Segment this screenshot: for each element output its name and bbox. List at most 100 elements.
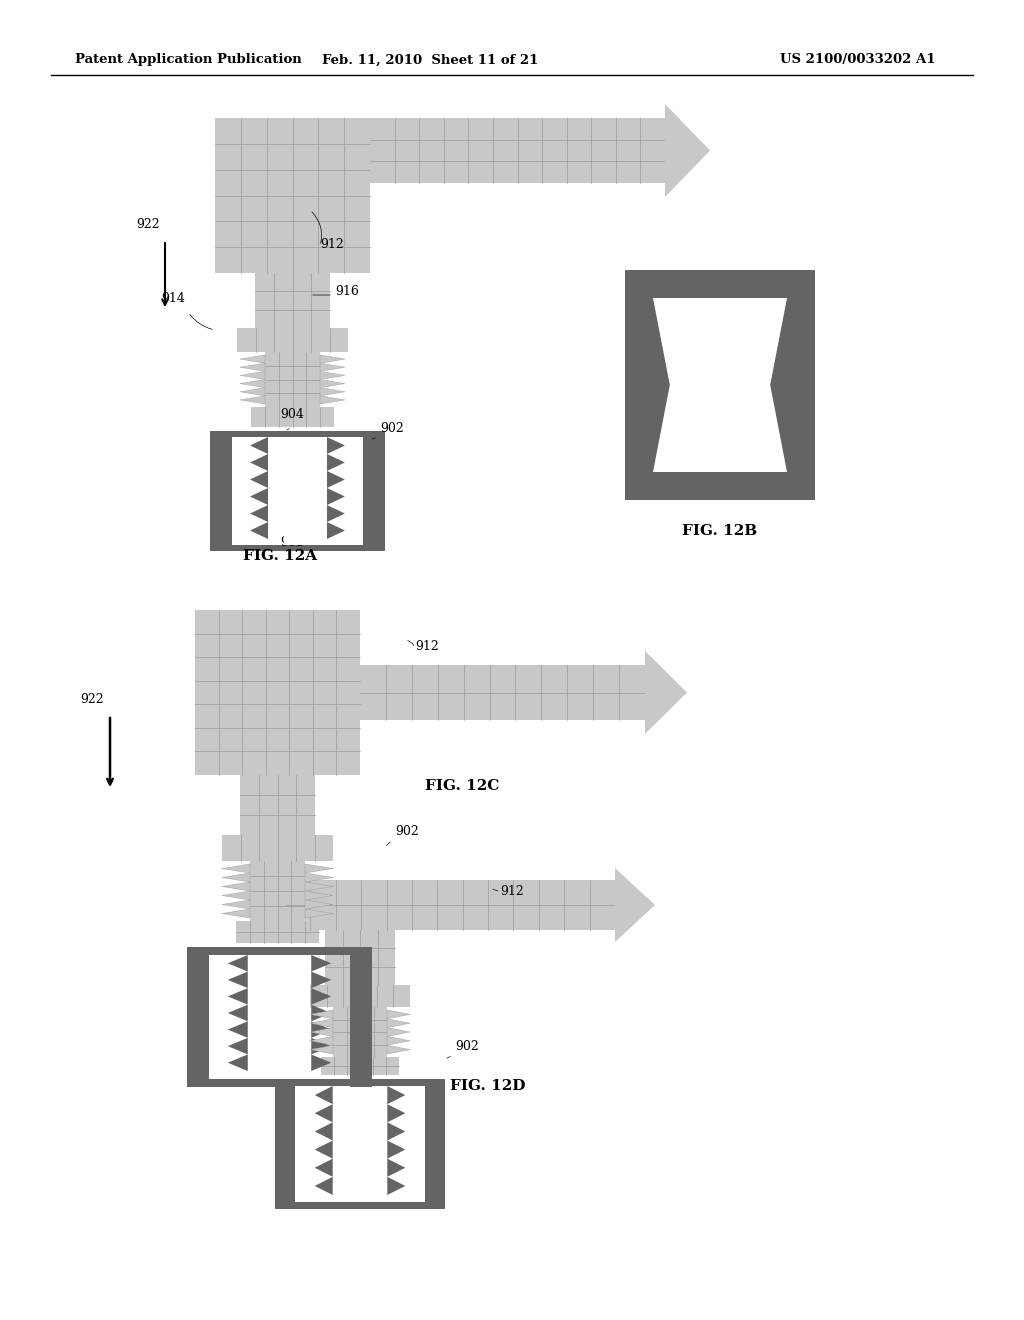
Text: 906: 906 — [280, 536, 304, 549]
Text: 902: 902 — [395, 825, 419, 838]
Bar — [275, 1078, 445, 1086]
Bar — [237, 327, 348, 352]
Polygon shape — [327, 506, 345, 521]
Text: 922: 922 — [136, 218, 160, 231]
Bar — [346, 1185, 374, 1203]
Polygon shape — [240, 388, 265, 396]
Polygon shape — [387, 1019, 410, 1027]
Polygon shape — [310, 1027, 333, 1036]
Polygon shape — [311, 1038, 331, 1055]
Polygon shape — [314, 1104, 333, 1122]
Polygon shape — [310, 1010, 333, 1019]
Bar — [321, 1057, 399, 1074]
Polygon shape — [319, 388, 345, 396]
Polygon shape — [240, 396, 265, 404]
Bar — [360, 665, 645, 719]
Polygon shape — [305, 891, 333, 900]
Text: FIG. 12B: FIG. 12B — [682, 524, 758, 539]
Polygon shape — [319, 396, 345, 404]
Polygon shape — [250, 471, 268, 488]
Bar — [295, 1086, 425, 1203]
Bar — [310, 985, 410, 1007]
Polygon shape — [311, 972, 331, 989]
Polygon shape — [310, 1036, 333, 1045]
Polygon shape — [240, 380, 265, 388]
Bar — [187, 946, 372, 1086]
Text: 902: 902 — [380, 422, 403, 436]
Polygon shape — [222, 882, 250, 891]
Polygon shape — [227, 989, 248, 1005]
Text: FIG. 12C: FIG. 12C — [425, 779, 500, 793]
Bar — [209, 954, 350, 1078]
Text: 904: 904 — [280, 408, 304, 421]
Polygon shape — [222, 909, 250, 917]
Polygon shape — [327, 488, 345, 506]
Polygon shape — [327, 437, 345, 454]
Bar — [240, 775, 315, 836]
Polygon shape — [305, 909, 333, 917]
Bar — [350, 946, 372, 1086]
Text: 912: 912 — [319, 238, 344, 251]
Bar — [265, 352, 319, 407]
Polygon shape — [222, 891, 250, 900]
Bar — [255, 273, 330, 327]
Polygon shape — [387, 1177, 406, 1195]
Bar — [275, 1078, 445, 1209]
Bar — [284, 529, 311, 545]
Polygon shape — [311, 954, 331, 972]
Bar — [370, 117, 665, 183]
Polygon shape — [319, 371, 345, 380]
Polygon shape — [227, 1005, 248, 1022]
Polygon shape — [240, 355, 265, 363]
Polygon shape — [305, 882, 333, 891]
Text: 912: 912 — [500, 884, 523, 898]
Text: 902: 902 — [455, 1040, 479, 1053]
Polygon shape — [314, 1159, 333, 1177]
Bar — [285, 880, 615, 931]
Bar — [210, 432, 232, 550]
Bar — [362, 432, 385, 550]
Polygon shape — [653, 385, 787, 473]
Polygon shape — [227, 1055, 248, 1071]
Polygon shape — [665, 104, 710, 197]
Polygon shape — [387, 1086, 406, 1104]
Polygon shape — [314, 1140, 333, 1159]
Polygon shape — [240, 363, 265, 371]
Polygon shape — [387, 1045, 410, 1053]
Polygon shape — [240, 371, 265, 380]
Polygon shape — [311, 989, 331, 1005]
Bar — [187, 946, 209, 1086]
Polygon shape — [319, 380, 345, 388]
Bar — [425, 1078, 445, 1209]
Polygon shape — [227, 1022, 248, 1038]
Polygon shape — [222, 865, 250, 873]
Polygon shape — [327, 471, 345, 488]
Polygon shape — [387, 1159, 406, 1177]
Polygon shape — [327, 521, 345, 539]
Polygon shape — [314, 1177, 333, 1195]
Bar — [215, 117, 370, 273]
Bar — [210, 432, 385, 550]
Polygon shape — [227, 972, 248, 989]
Bar — [263, 1061, 296, 1078]
Polygon shape — [227, 1038, 248, 1055]
Polygon shape — [227, 954, 248, 972]
Bar — [210, 432, 385, 437]
Polygon shape — [311, 1005, 331, 1022]
Polygon shape — [305, 873, 333, 882]
Text: 922: 922 — [80, 693, 103, 706]
Polygon shape — [327, 454, 345, 471]
Polygon shape — [250, 488, 268, 506]
Polygon shape — [222, 873, 250, 882]
Polygon shape — [250, 521, 268, 539]
Polygon shape — [250, 454, 268, 471]
Polygon shape — [387, 1104, 406, 1122]
Polygon shape — [653, 298, 787, 385]
Polygon shape — [310, 1045, 333, 1053]
Polygon shape — [222, 900, 250, 909]
Polygon shape — [311, 1022, 331, 1038]
Bar — [625, 271, 815, 500]
Text: 914: 914 — [161, 292, 185, 305]
Bar — [275, 1078, 295, 1209]
Polygon shape — [645, 651, 687, 734]
